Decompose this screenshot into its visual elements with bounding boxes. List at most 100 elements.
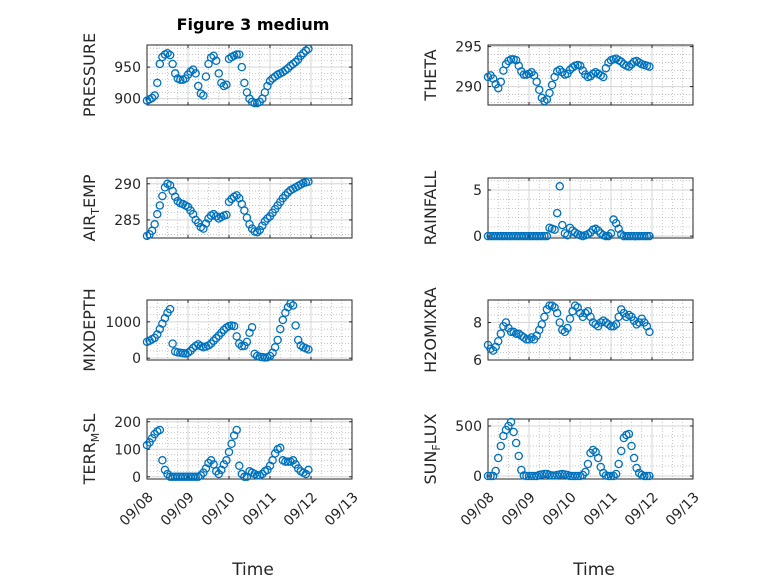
y-tick-label: 0 [473,229,482,245]
y-tick-label: 285 [114,213,141,229]
data-point [563,230,572,240]
data-point [252,471,262,480]
data-point [222,210,231,220]
data-point [258,221,267,230]
data-point [227,439,236,449]
data-point [488,471,498,481]
data-point [263,214,272,223]
data-point [593,453,603,463]
data-point [237,62,247,72]
data-point [558,325,567,335]
data-point [150,220,159,229]
y-axis-label-rainfall: RAINFALL [421,171,440,246]
data-point [170,69,180,78]
data-point [193,81,203,91]
data-point [540,231,549,241]
data-point [576,61,585,71]
axes-box-mixdepth [146,299,353,361]
data-point [632,463,641,473]
y-tick-label: 5 [473,183,482,199]
data-point [281,457,290,466]
data-point [147,93,157,103]
data-point [291,57,300,67]
data-point [645,231,654,241]
data-point [527,333,536,342]
data-point [299,48,308,58]
y-tick-label: 290 [114,177,141,193]
data-point [609,471,618,481]
data-point [547,80,557,90]
data-point [234,339,244,348]
data-point [245,220,254,229]
data-point [158,456,167,465]
data-point [496,329,506,338]
data-point [275,443,285,453]
data-point [191,472,200,482]
data-point [150,91,159,100]
data-point [511,329,521,338]
data-point [204,458,213,468]
y-tick-label: 200 [114,415,141,431]
data-point [270,449,280,458]
data-point [199,224,208,233]
y-tick-label: 8 [473,316,482,332]
axes-box-theta [487,44,694,106]
data-point [288,59,298,69]
series-pressure [142,44,313,108]
figure-title: Figure 3 medium [177,15,330,34]
data-point [537,231,547,241]
data-point [570,301,580,310]
data-point [511,438,521,448]
data-point [593,226,603,235]
data-point [199,468,208,477]
data-point [304,44,313,54]
y-axis-label-main: RAINFALL [421,171,440,246]
data-point [152,209,162,219]
data-point [155,201,165,210]
data-point [234,50,244,59]
y-tick-label: 100 [114,442,141,458]
y-tick-label: 500 [455,419,482,435]
data-point [260,353,270,362]
y-axis-label-main: THETA [421,49,440,101]
data-point [555,182,565,191]
data-point [247,323,257,332]
data-point [242,337,252,347]
data-point [565,65,575,75]
data-point [552,208,562,218]
data-point [624,310,634,320]
data-point [240,472,249,482]
data-point [232,332,241,341]
data-point [258,469,267,479]
y-tick-label: 295 [455,40,482,56]
data-point [596,318,606,327]
data-point [558,67,567,77]
data-point [170,192,180,202]
data-point [509,427,518,437]
data-point [483,471,493,481]
series-air_temp [142,177,313,241]
grid-terr_msl [146,419,353,479]
panel-h2omixra: 6 8 H2OMIXRA [421,287,694,373]
y-axis-label-sub: T [89,208,102,216]
y-axis-label-air_temp: AIRTEMP [80,174,102,241]
y-axis-label-main: TERR [80,442,99,485]
y-axis-label-sub: M [89,433,102,443]
data-point [486,344,495,353]
data-point [542,231,552,241]
y-axis-label-main: H2OMIXRA [421,287,440,373]
data-point [288,456,298,465]
data-point [240,78,249,88]
data-point [296,51,305,60]
data-point [281,66,290,75]
data-point [188,472,198,482]
data-point [496,77,506,87]
data-point [581,467,590,477]
data-point [642,471,652,481]
data-point [219,460,229,469]
data-point [645,62,654,71]
data-point [509,327,518,337]
data-point [629,453,639,463]
data-point [547,301,557,310]
series-mixdepth [142,299,313,362]
